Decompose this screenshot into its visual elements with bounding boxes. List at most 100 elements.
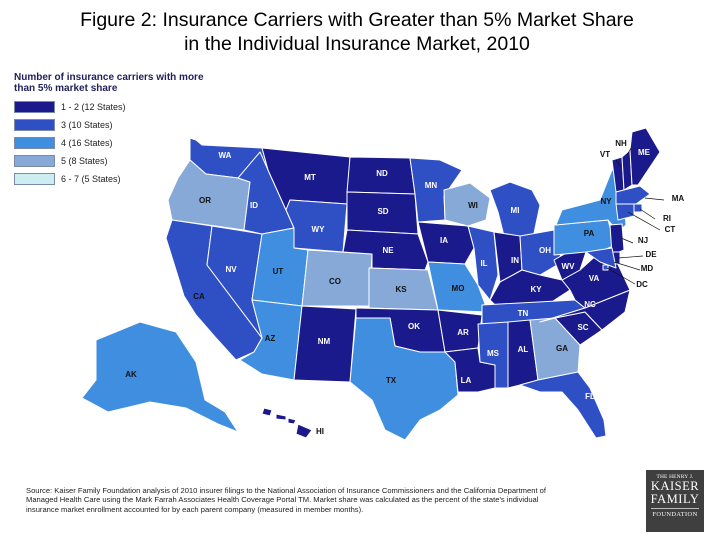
state-ri[interactable]	[633, 203, 643, 213]
state-label-or: OR	[199, 196, 211, 205]
state-label-wv: WV	[562, 262, 576, 271]
state-label-ks: KS	[395, 285, 407, 294]
state-label-in: IN	[511, 256, 519, 265]
state-label-nj: NJ	[638, 236, 648, 245]
state-label-ga: GA	[556, 344, 568, 353]
state-label-ia: IA	[440, 236, 448, 245]
logo-line-4: FOUNDATION	[652, 511, 698, 518]
state-mi[interactable]	[489, 181, 541, 241]
state-label-ri: RI	[663, 214, 671, 223]
state-label-hi: HI	[316, 427, 324, 436]
logo-line-2: KAISER	[650, 479, 700, 493]
state-label-nc: NC	[584, 300, 596, 309]
logo-line-3: FAMILY	[650, 492, 700, 506]
legend-label: 5 (8 States)	[61, 155, 108, 166]
legend-item-5: 5 (8 States)	[14, 154, 108, 167]
state-ia[interactable]	[417, 221, 475, 265]
state-label-de: DE	[645, 250, 657, 259]
state-oh[interactable]	[519, 229, 563, 276]
legend-swatch	[14, 136, 55, 149]
state-label-vt: VT	[600, 150, 610, 159]
leader-line	[627, 211, 661, 231]
state-label-ne: NE	[382, 246, 394, 255]
state-label-wy: WY	[312, 225, 326, 234]
legend-label: 3 (10 States)	[61, 119, 113, 130]
state-hi[interactable]	[261, 407, 313, 439]
state-label-pa: PA	[584, 229, 595, 238]
state-label-ny: NY	[600, 197, 612, 206]
state-ny[interactable]	[555, 169, 627, 233]
state-label-wi: WI	[468, 201, 478, 210]
leader-line	[617, 255, 644, 259]
state-wi[interactable]	[443, 182, 491, 227]
legend-swatch	[14, 154, 55, 167]
state-label-mo: MO	[452, 284, 465, 293]
state-label-nd: ND	[376, 169, 388, 178]
state-label-mi: MI	[511, 206, 520, 215]
legend-item-1-2: 1 - 2 (12 States)	[14, 100, 126, 113]
state-me[interactable]	[629, 127, 661, 186]
state-label-ky: KY	[530, 285, 542, 294]
leader-line	[620, 237, 634, 244]
legend-heading: Number of insurance carriers with more t…	[14, 72, 204, 94]
state-label-ms: MS	[487, 349, 500, 358]
us-state-map: WA OR CA NV ID MT WY UT AZ CO NM ND SD NE KS OK TX MN IA MO…	[81, 127, 685, 441]
state-label-co: CO	[329, 277, 341, 286]
state-ct[interactable]	[615, 203, 635, 221]
state-label-md: MD	[641, 264, 654, 273]
logo-line-1: THE HENRY J.	[656, 474, 694, 480]
state-label-az: AZ	[265, 334, 276, 343]
state-label-nm: NM	[318, 337, 331, 346]
state-label-mt: MT	[304, 173, 316, 182]
state-label-wa: WA	[219, 151, 232, 160]
state-label-fl: FL	[585, 392, 595, 401]
state-label-sd: SD	[377, 207, 388, 216]
state-tx[interactable]	[349, 317, 459, 441]
state-label-la: LA	[461, 376, 472, 385]
legend-label: 4 (16 States)	[61, 137, 113, 148]
state-label-oh: OH	[539, 246, 551, 255]
title-line-1: Figure 2: Insurance Carriers with Greate…	[80, 9, 634, 31]
leader-line	[606, 267, 636, 285]
state-label-me: ME	[638, 148, 651, 157]
legend-label: 1 - 2 (12 States)	[61, 101, 126, 112]
legend-swatch	[14, 100, 55, 113]
state-label-al: AL	[518, 345, 529, 354]
state-label-ut: UT	[273, 267, 284, 276]
state-ak[interactable]	[81, 321, 239, 433]
leader-line	[639, 208, 656, 220]
state-label-ak: AK	[125, 370, 137, 379]
legend-swatch	[14, 118, 55, 131]
state-md[interactable]	[585, 247, 617, 269]
state-label-nh: NH	[615, 139, 627, 148]
state-label-ma: MA	[672, 194, 685, 203]
figure-title: Figure 2: Insurance Carriers with Greate…	[0, 8, 714, 56]
state-label-dc: DC	[636, 280, 648, 289]
legend: Number of insurance carriers with more t…	[14, 72, 204, 185]
legend-item-3: 3 (10 States)	[14, 118, 113, 131]
legend-swatch	[14, 172, 55, 185]
state-mo[interactable]	[427, 261, 489, 313]
state-label-id: ID	[250, 201, 258, 210]
legend-item-6-7: 6 - 7 (5 States)	[14, 172, 121, 185]
state-label-ct: CT	[665, 225, 676, 234]
legend-label: 6 - 7 (5 States)	[61, 173, 121, 184]
kff-logo: THE HENRY J. KAISER FAMILY FOUNDATION	[646, 470, 704, 532]
leader-line	[615, 159, 621, 167]
state-label-tn: TN	[518, 309, 529, 318]
state-label-il: IL	[480, 259, 487, 268]
leader-line	[613, 261, 641, 271]
legend-item-4: 4 (16 States)	[14, 136, 113, 149]
state-label-sc: SC	[577, 323, 588, 332]
state-label-tx: TX	[386, 376, 397, 385]
leader-line	[644, 197, 665, 201]
state-nj[interactable]	[609, 223, 625, 256]
logo-rule	[651, 508, 699, 509]
title-line-2: in the Individual Insurance Market, 2010	[184, 33, 530, 55]
state-label-ca: CA	[193, 292, 205, 301]
state-label-nv: NV	[225, 265, 237, 274]
state-ma[interactable]	[615, 185, 651, 205]
state-fl[interactable]	[519, 371, 607, 439]
state-dc[interactable]	[602, 264, 609, 271]
leader-line	[626, 147, 632, 156]
